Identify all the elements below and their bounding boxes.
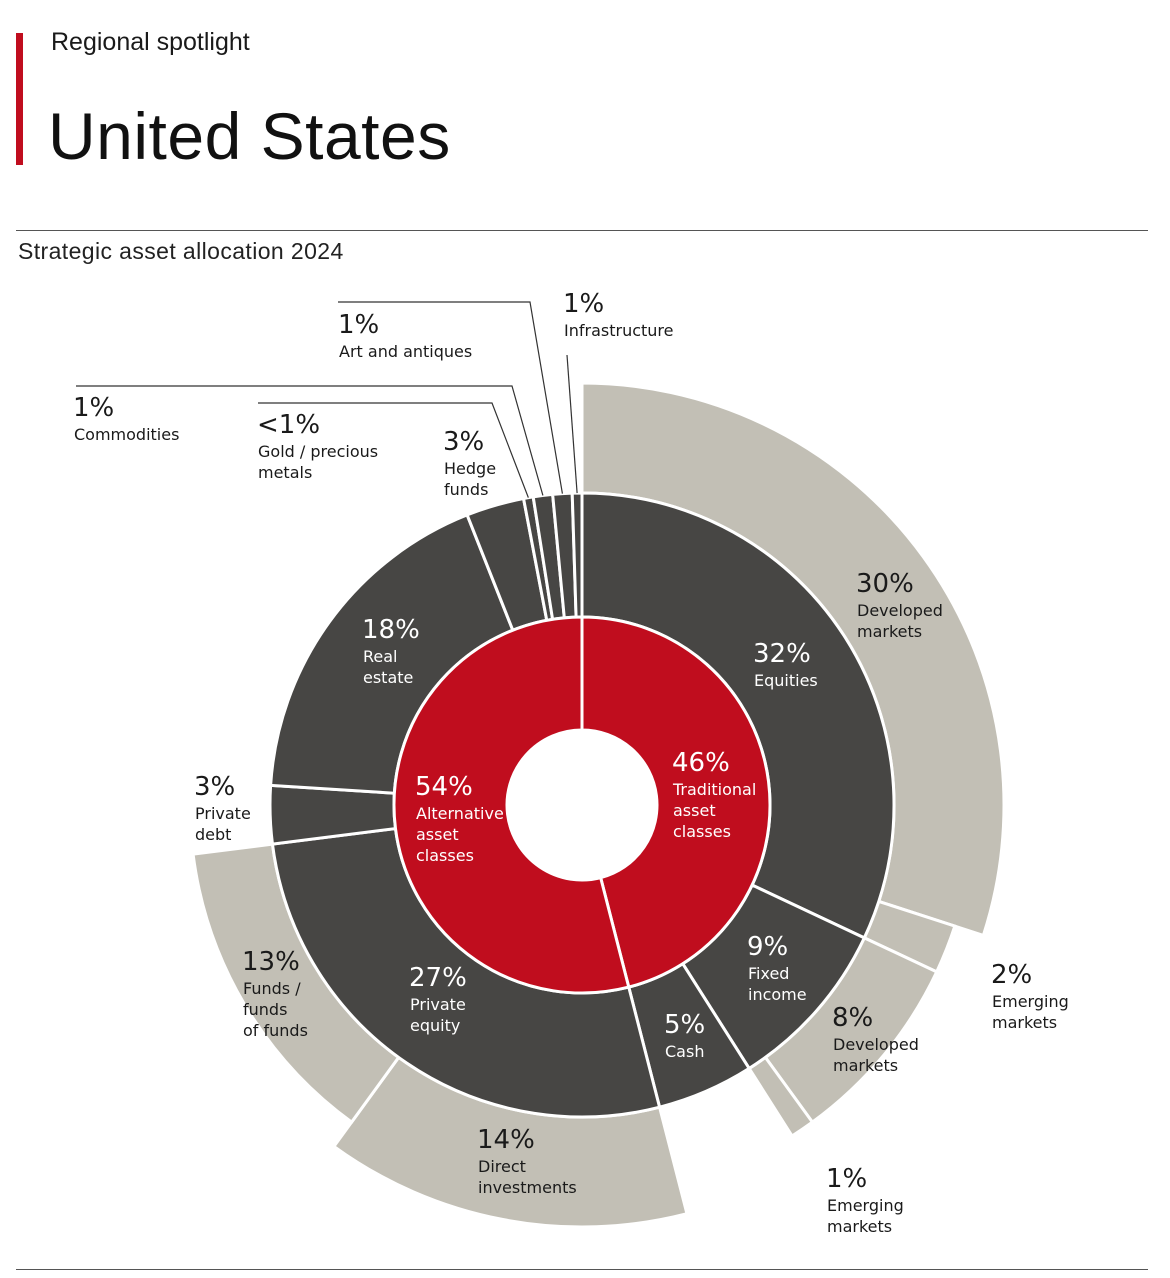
middle-label-private-equity-label-0: Private [410,995,466,1014]
outer-label-developed-fixed-value: 8% [832,1003,873,1033]
middle-label-gold-value: <1% [257,410,320,440]
middle-label-real-estate: 18% Real estate [362,615,420,687]
bottom-divider [16,1269,1148,1270]
middle-label-commodities-label-0: Commodities [74,425,179,444]
inner-label-traditional-label-2: classes [673,822,731,841]
outer-label-emerging-fixed: 1% Emerging markets [826,1164,904,1236]
middle-label-fixed-income-label-0: Fixed [748,964,789,983]
inner-segment-1 [392,615,631,995]
outer-label-funds-label-1: funds [243,1000,287,1019]
inner-label-alternative: 54% Alternative asset classes [415,772,504,865]
middle-label-fixed-income-label-1: income [748,985,807,1004]
outer-label-emerging-fixed-label-0: Emerging [827,1196,904,1215]
middle-label-infrastructure-label-0: Infrastructure [564,321,673,340]
middle-label-private-equity: 27% Private equity [409,963,467,1035]
page-title: United States [48,99,451,173]
middle-label-private-equity-value: 27% [409,963,467,993]
middle-label-equities: 32% Equities [753,639,818,690]
outer-label-emerging-equities-label-0: Emerging [992,992,1069,1011]
middle-label-commodities-value: 1% [73,393,114,423]
chart-title: Strategic asset allocation 2024 [18,238,344,264]
leader-gold [258,402,529,498]
outer-label-funds: 13% Funds / funds of funds [242,947,308,1040]
middle-label-hedge-funds-label-0: Hedge [444,459,496,478]
middle-label-infrastructure: 1% Infrastructure [563,289,673,340]
middle-label-real-estate-label-1: estate [363,668,413,687]
inner-segment-0 [580,615,772,989]
inner-label-alternative-label-0: Alternative [416,804,504,823]
middle-label-real-estate-value: 18% [362,615,420,645]
middle-label-private-debt-label-1: debt [195,825,231,844]
inner-label-traditional: 46% Traditional asset classes [672,748,756,841]
middle-label-cash: 5% Cash [664,1010,705,1061]
inner-label-alternative-label-1: asset [416,825,459,844]
middle-label-cash-value: 5% [664,1010,705,1040]
middle-label-hedge-funds-label-1: funds [444,480,488,499]
outer-label-direct-investments-label-1: investments [478,1178,577,1197]
inner-label-alternative-value: 54% [415,772,473,802]
middle-label-equities-label-0: Equities [754,671,818,690]
inner-label-traditional-label-1: asset [673,801,716,820]
middle-label-art: 1% Art and antiques [338,310,472,361]
middle-label-gold-label-1: metals [258,463,312,482]
middle-label-cash-label-0: Cash [665,1042,704,1061]
accent-bar [16,33,23,165]
outer-label-emerging-fixed-value: 1% [826,1164,867,1194]
middle-label-commodities: 1% Commodities [73,393,179,444]
middle-label-art-label-0: Art and antiques [339,342,472,361]
outer-label-emerging-equities: 2% Emerging markets [991,960,1069,1032]
outer-label-direct-investments-label-0: Direct [478,1157,526,1176]
outer-label-developed-equities-label-0: Developed [857,601,943,620]
section-kicker: Regional spotlight [51,28,250,56]
middle-label-fixed-income: 9% Fixed income [747,932,807,1004]
middle-label-private-debt-value: 3% [194,772,235,802]
middle-label-real-estate-label-0: Real [363,647,398,666]
middle-label-gold-label-0: Gold / precious [258,442,378,461]
outer-label-emerging-equities-value: 2% [991,960,1032,990]
leader-infrastructure [566,354,578,494]
middle-label-private-debt-label-0: Private [195,804,251,823]
outer-label-direct-investments: 14% Direct investments [477,1125,577,1197]
middle-label-hedge-funds: 3% Hedge funds [443,427,496,499]
outer-label-developed-fixed-label-0: Developed [833,1035,919,1054]
inner-label-traditional-value: 46% [672,748,730,778]
outer-label-developed-fixed-label-1: markets [833,1056,898,1075]
outer-label-funds-label-2: of funds [243,1021,308,1040]
leader-commodities [76,385,544,496]
middle-label-equities-value: 32% [753,639,811,669]
top-divider [16,230,1148,231]
outer-label-funds-value: 13% [242,947,300,977]
middle-label-hedge-funds-value: 3% [443,427,484,457]
middle-label-art-value: 1% [338,310,379,340]
outer-label-funds-label-0: Funds / [243,979,301,998]
outer-label-emerging-fixed-label-1: markets [827,1217,892,1236]
middle-label-gold: <1% Gold / precious metals [257,410,378,482]
middle-label-fixed-income-value: 9% [747,932,788,962]
middle-label-infrastructure-value: 1% [563,289,604,319]
outer-label-direct-investments-value: 14% [477,1125,535,1155]
outer-label-developed-equities-label-1: markets [857,622,922,641]
outer-label-developed-equities-value: 30% [856,569,914,599]
leader-art [338,301,564,494]
inner-label-traditional-label-0: Traditional [672,780,756,799]
outer-label-developed-fixed: 8% Developed markets [832,1003,919,1075]
inner-label-alternative-label-2: classes [416,846,474,865]
middle-label-private-debt: 3% Private debt [194,772,251,844]
outer-label-developed-equities: 30% Developed markets [856,569,943,641]
outer-label-emerging-equities-label-1: markets [992,1013,1057,1032]
middle-label-private-equity-label-1: equity [410,1016,460,1035]
